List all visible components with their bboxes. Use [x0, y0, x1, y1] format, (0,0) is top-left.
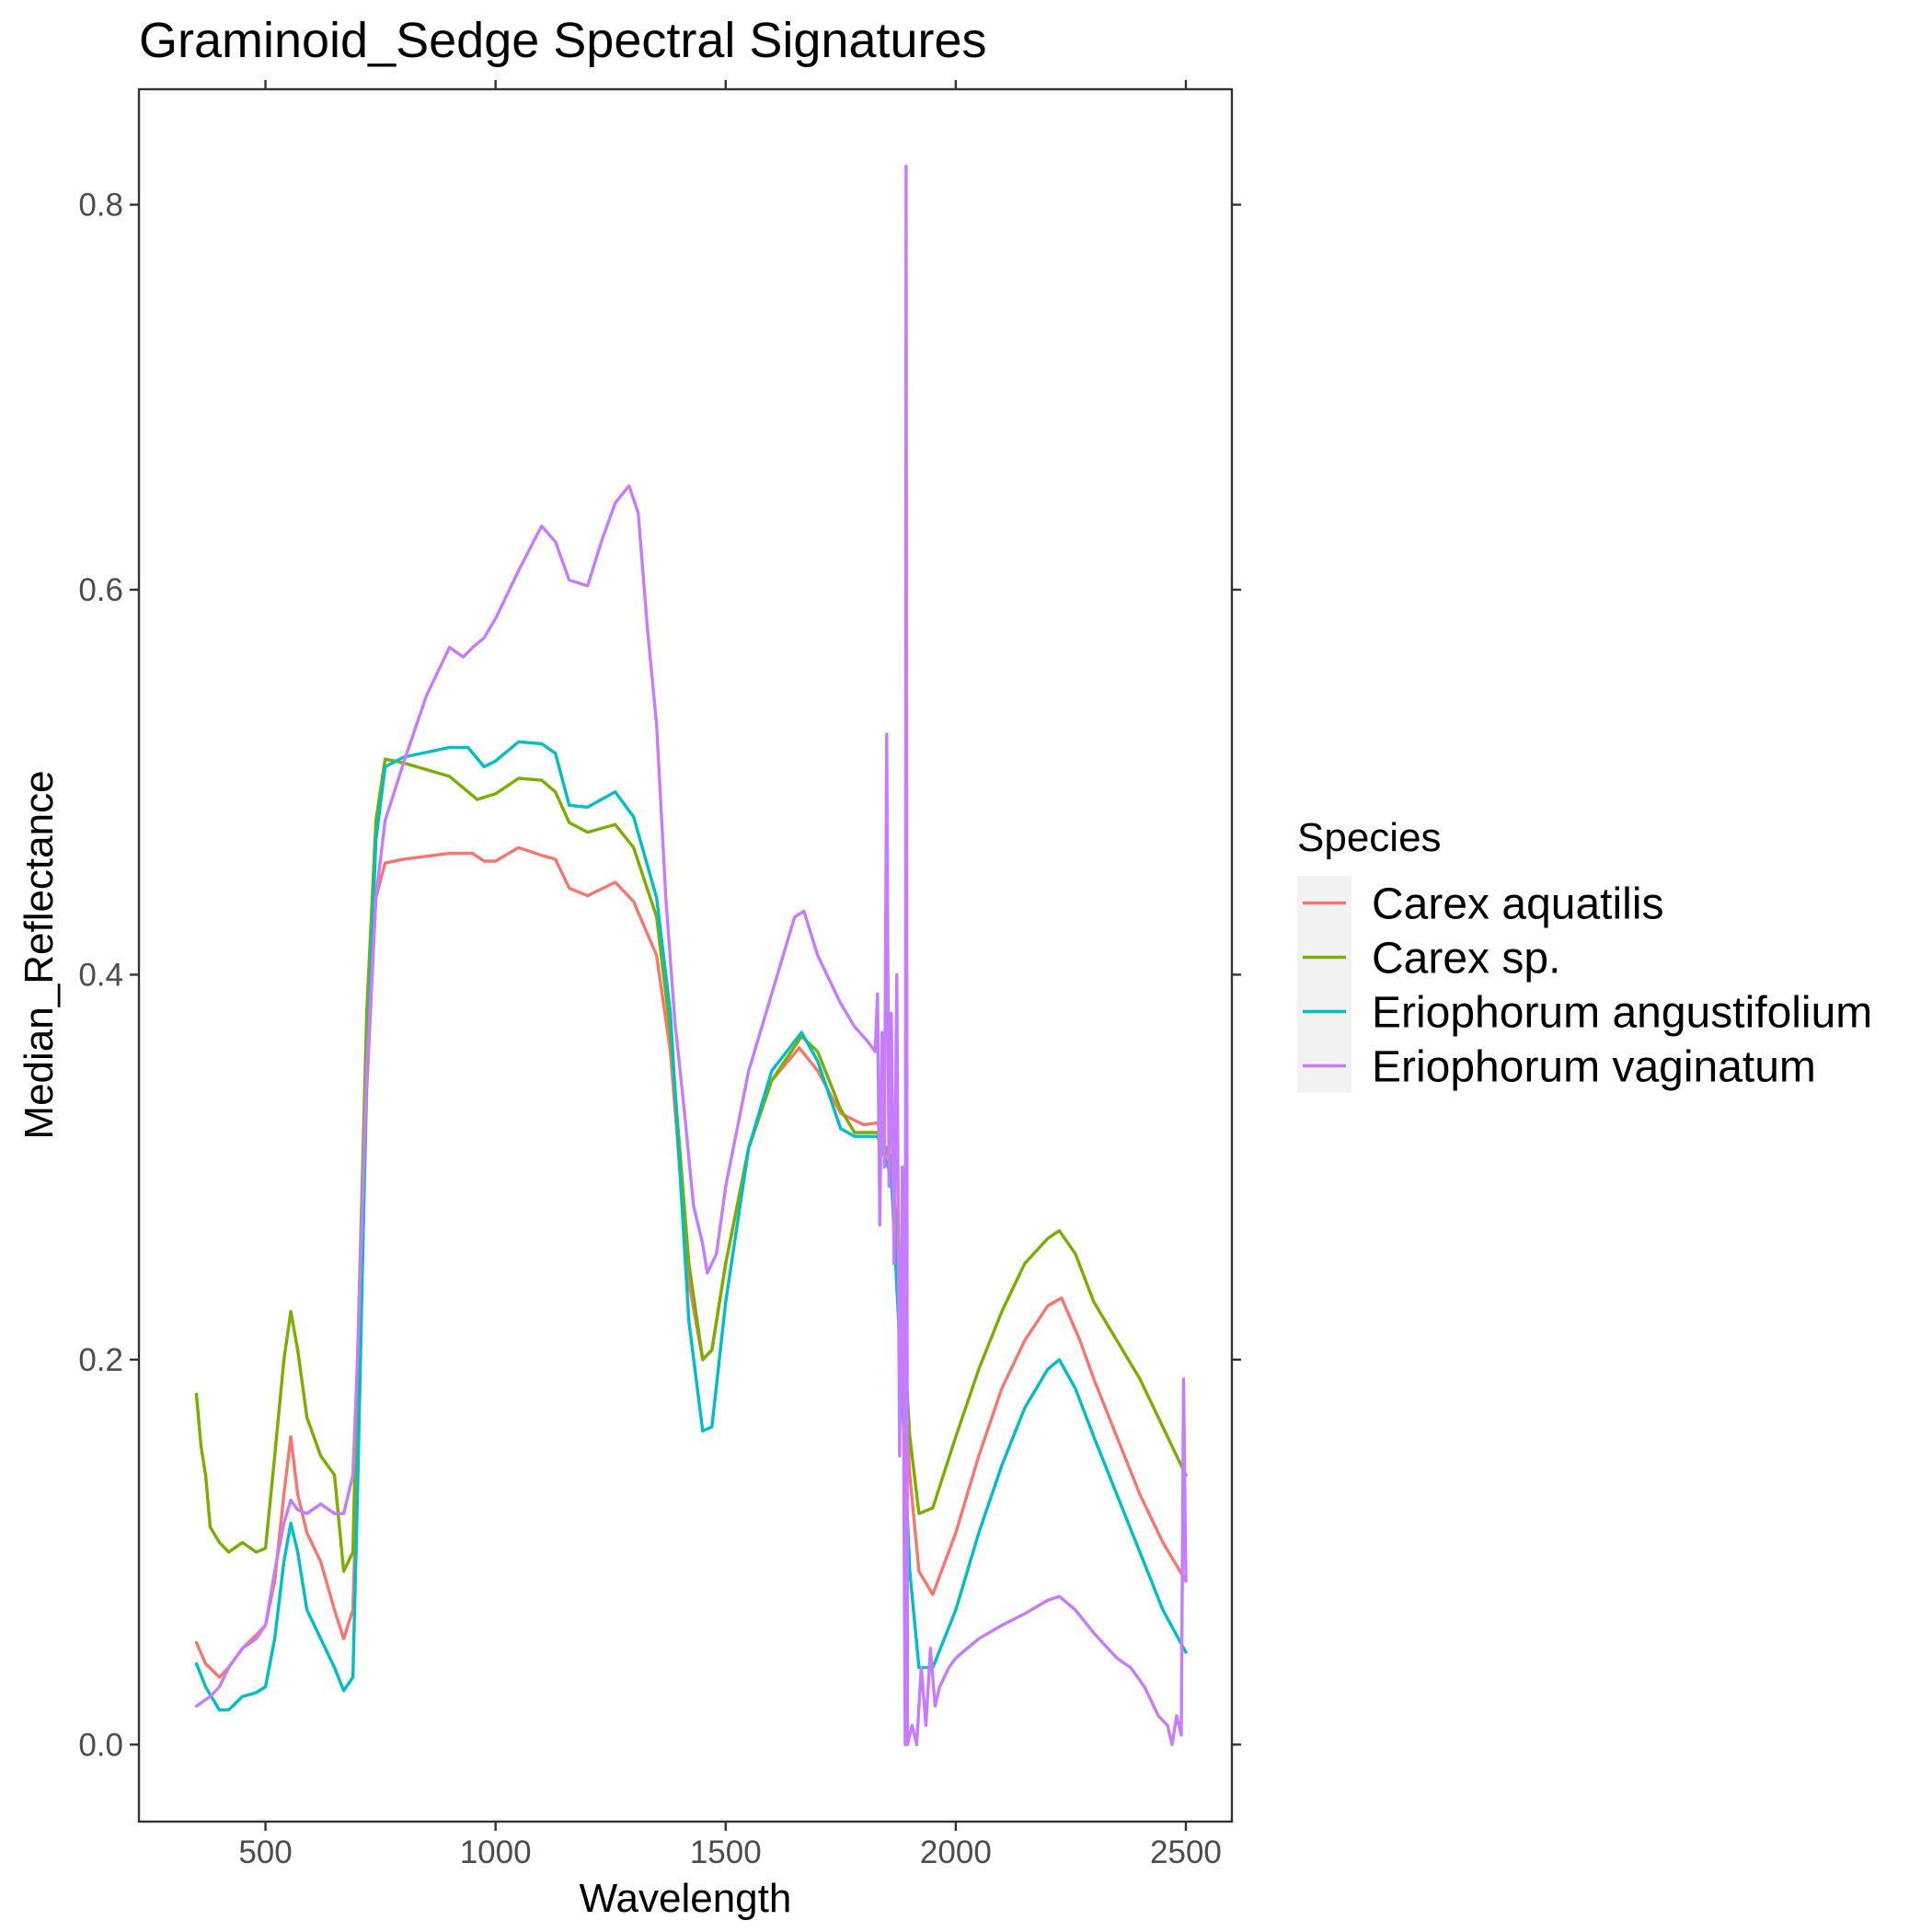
x-tick-label: 2000 — [920, 1834, 992, 1870]
legend-label-3: Eriophorum vaginatum — [1372, 1043, 1816, 1092]
series-line-1 — [194, 757, 1188, 1573]
series-lines — [194, 165, 1188, 1746]
y-tick-label: 0.4 — [78, 957, 123, 993]
plot-panel — [137, 87, 1234, 1823]
series-line-0 — [194, 845, 1188, 1679]
chart-title: Graminoid_Sedge Spectral Signatures — [139, 13, 987, 68]
x-tick-labels: 500 1000 1500 2000 2500 — [238, 1834, 1222, 1870]
y-tick-label: 0.2 — [78, 1342, 123, 1378]
x-tick-label: 500 — [238, 1834, 292, 1870]
y-tick-label: 0.8 — [78, 188, 123, 224]
y-tick-label: 0.0 — [78, 1727, 123, 1763]
legend-items: Carex aquatilis Carex sp. Eriophorum angus… — [1297, 876, 1872, 1093]
panel-background — [139, 89, 1232, 1822]
legend-title: Species — [1297, 815, 1442, 860]
panel-border — [137, 87, 1234, 1823]
y-axis-title: Median_Reflectance — [17, 770, 62, 1139]
axis-ticks — [130, 80, 1241, 1831]
legend: Species Carex aquatilis Carex sp. Eriophor… — [1297, 815, 1872, 1093]
series-line-3 — [194, 165, 1188, 1746]
legend-label-1: Carex sp. — [1372, 935, 1560, 983]
y-tick-labels: 0.0 0.2 0.4 0.6 0.8 — [78, 188, 123, 1764]
x-tick-label: 1500 — [690, 1834, 762, 1870]
legend-label-0: Carex aquatilis — [1372, 880, 1663, 929]
y-tick-label: 0.6 — [78, 572, 123, 608]
series-line-2 — [194, 740, 1188, 1712]
x-tick-label: 1000 — [460, 1834, 532, 1870]
legend-label-2: Eriophorum angustifolium — [1372, 989, 1872, 1038]
x-tick-label: 2500 — [1150, 1834, 1222, 1870]
x-axis-title: Wavelength — [580, 1876, 792, 1921]
